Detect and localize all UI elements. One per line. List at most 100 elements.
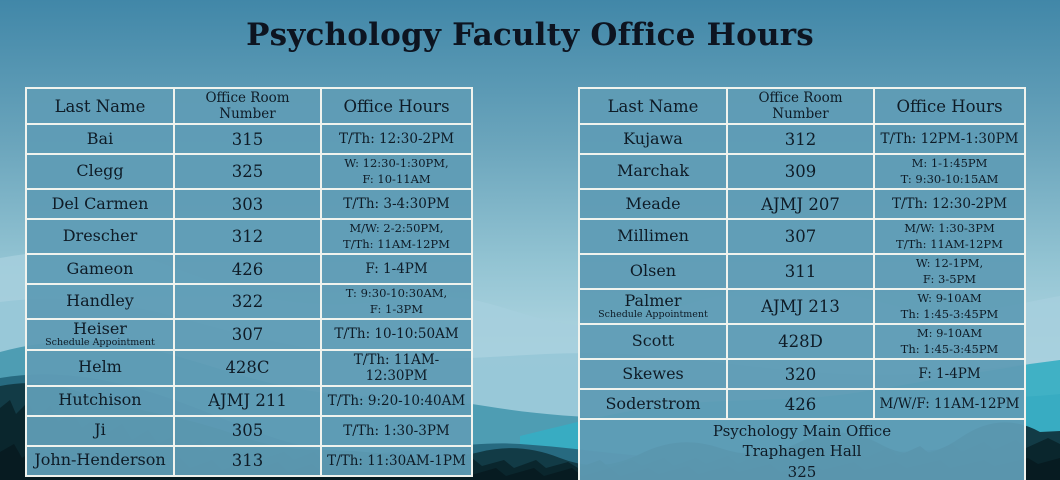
last-name-cell: Meade [578,188,728,221]
office-hours-cell: T/Th: 9:20-10:40AM [320,384,473,417]
room-number-cell: 428D [726,323,875,361]
page-title: Psychology Faculty Office Hours [246,17,814,53]
table-row: Marchak 309 M: 1-1:45PM T: 9:30-10:15AM [578,152,1026,191]
faculty-name: Heiser [73,319,127,339]
office-hours-cell: T/Th: 12:30-2PM [873,188,1026,221]
faculty-name: Soderstrom [605,393,701,413]
last-name-cell: Gameon [25,253,175,286]
faculty-name: Handley [66,291,134,311]
room-number-cell: 303 [173,188,322,221]
room-number-cell: 305 [173,414,322,447]
faculty-name: Olsen [629,261,677,281]
appointment-note: Schedule Appointment [598,309,708,321]
column-header-room-number: Office Room Number [726,87,875,125]
table-row: Heiser Schedule Appointment 307 T/Th: 10-10… [25,318,473,351]
office-hours-table-left: Last Name Office Room Number Office Hour… [25,87,473,477]
office-hours-cell: F: 1-4PM [320,253,473,286]
table-row: Palmer Schedule Appointment AJMJ 213 W: 9-1… [578,288,1026,326]
main-office-cell: Psychology Main Office Traphagen Hall 325 [578,418,1026,480]
room-number-cell: 428C [173,348,322,387]
column-header-office-hours: Office Hours [320,87,473,125]
room-number-cell: 315 [173,123,322,155]
last-name-cell: Kujawa [578,123,728,155]
last-name-cell: Soderstrom [578,388,728,421]
room-number-cell: AJMJ 207 [726,188,875,221]
room-number-cell: 311 [726,253,875,291]
table-row: Hutchison AJMJ 211 T/Th: 9:20-10:40AM [25,384,473,417]
office-hours-cell: F: 1-4PM [873,358,1026,391]
faculty-name: Palmer [624,291,682,311]
table-row: Millimen 307 M/W: 1:30-3PM T/Th: 11AM-12PM [578,218,1026,256]
header-row: Last Name Office Room Number Office Hour… [25,87,473,125]
faculty-name: Scott [631,331,675,351]
table-row: Kujawa 312 T/Th: 12PM-1:30PM [578,123,1026,155]
room-number-cell: 312 [726,123,875,155]
room-number-cell: AJMJ 213 [726,288,875,326]
last-name-cell: Helm [25,348,175,387]
room-number-cell: 426 [173,253,322,286]
faculty-name: Hutchison [58,390,142,410]
room-number-cell: 307 [726,218,875,256]
office-hours-cell: T/Th: 11AM-12:30PM [320,348,473,387]
last-name-cell: Drescher [25,218,175,256]
column-header-last-name: Last Name [25,87,175,125]
last-name-cell: Hutchison [25,384,175,417]
office-hours-cell: T/Th: 1:30-3PM [320,414,473,447]
table-row: Soderstrom 426 M/W/F: 11AM-12PM [578,388,1026,421]
table-row: Helm 428C T/Th: 11AM-12:30PM [25,348,473,387]
table-row: Clegg 325 W: 12:30-1:30PM, F: 10-11AM [25,152,473,191]
last-name-cell: Millimen [578,218,728,256]
last-name-cell: Marchak [578,152,728,191]
room-number-cell: 309 [726,152,875,191]
office-hours-cell: W: 12-1PM, F: 3-5PM [873,253,1026,291]
table-row: Handley 322 T: 9:30-10:30AM, F: 1-3PM [25,283,473,321]
table-row: Olsen 311 W: 12-1PM, F: 3-5PM [578,253,1026,291]
office-hours-cell: M: 1-1:45PM T: 9:30-10:15AM [873,152,1026,191]
table-row: John-Henderson 313 T/Th: 11:30AM-1PM [25,444,473,477]
column-header-office-hours: Office Hours [873,87,1026,125]
room-number-cell: 325 [173,152,322,191]
room-number-cell: 322 [173,283,322,321]
table-row: Meade AJMJ 207 T/Th: 12:30-2PM [578,188,1026,221]
table-row: Scott 428D M: 9-10AM Th: 1:45-3:45PM [578,323,1026,361]
room-number-cell: 320 [726,358,875,391]
office-hours-cell: W: 12:30-1:30PM, F: 10-11AM [320,152,473,191]
table-row: Ji 305 T/Th: 1:30-3PM [25,414,473,447]
office-hours-cell: M/W: 1:30-3PM T/Th: 11AM-12PM [873,218,1026,256]
faculty-name: Del Carmen [51,193,149,213]
faculty-name: Meade [625,193,681,213]
appointment-note: Schedule Appointment [45,336,155,348]
office-hours-table-right: Last Name Office Room Number Office Hour… [578,87,1026,480]
office-hours-cell: T/Th: 12:30-2PM [320,123,473,155]
faculty-name: John-Henderson [34,450,166,470]
faculty-name: Helm [78,357,122,377]
last-name-cell: John-Henderson [25,444,175,477]
last-name-cell: Handley [25,283,175,321]
room-number-cell: AJMJ 211 [173,384,322,417]
office-hours-cell: T/Th: 3-4:30PM [320,188,473,221]
office-hours-cell: M/W/F: 11AM-12PM [873,388,1026,421]
faculty-name: Marchak [616,161,690,181]
office-hours-cell: M: 9-10AM Th: 1:45-3:45PM [873,323,1026,361]
table-row: Gameon 426 F: 1-4PM [25,253,473,286]
last-name-cell: Skewes [578,358,728,391]
main-office-row: Psychology Main Office Traphagen Hall 325 [578,418,1026,480]
office-hours-cell: T: 9:30-10:30AM, F: 1-3PM [320,283,473,321]
office-hours-cell: T/Th: 10-10:50AM [320,318,473,351]
last-name-cell: Scott [578,323,728,361]
table-row: Drescher 312 M/W: 2-2:50PM, T/Th: 11AM-12PM [25,218,473,256]
last-name-cell: Heiser Schedule Appointment [25,318,175,351]
faculty-name: Ji [94,420,106,440]
office-hours-cell: T/Th: 11:30AM-1PM [320,444,473,477]
faculty-name: Skewes [622,363,684,383]
faculty-name: Kujawa [623,128,683,148]
office-hours-cell: M/W: 2-2:50PM, T/Th: 11AM-12PM [320,218,473,256]
faculty-name: Clegg [76,161,124,181]
last-name-cell: Bai [25,123,175,155]
last-name-cell: Clegg [25,152,175,191]
room-number-cell: 307 [173,318,322,351]
office-hours-cell: W: 9-10AM Th: 1:45-3:45PM [873,288,1026,326]
last-name-cell: Olsen [578,253,728,291]
office-hours-cell: T/Th: 12PM-1:30PM [873,123,1026,155]
last-name-cell: Palmer Schedule Appointment [578,288,728,326]
